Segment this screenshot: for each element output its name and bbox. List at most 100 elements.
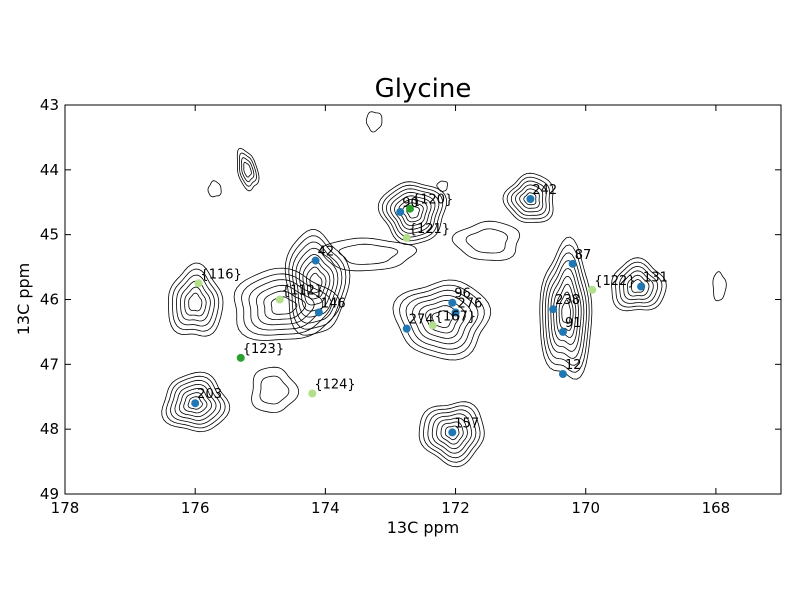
contour-line — [553, 275, 579, 345]
contour-line — [502, 172, 554, 223]
peak-label: 42 — [318, 245, 335, 260]
x-tick-label: 172 — [441, 499, 470, 517]
peak-marker — [549, 305, 558, 314]
peak-marker — [568, 259, 577, 268]
contour-line — [255, 284, 315, 326]
peak-marker — [405, 204, 414, 213]
contour-line — [619, 265, 659, 304]
x-tick-label: 176 — [181, 499, 210, 517]
contour-line — [440, 421, 464, 445]
x-axis-ticks: 178 176 174 172 170 168 — [51, 105, 731, 517]
peak-marker — [275, 295, 284, 304]
contour-line — [302, 260, 331, 306]
contour-line — [365, 111, 383, 133]
peak-marker — [558, 370, 567, 379]
contour-line — [615, 261, 663, 308]
contour-line — [381, 184, 444, 242]
peak-label: 91 — [565, 316, 582, 331]
x-tick-label: 168 — [702, 499, 731, 517]
y-tick-label: 46 — [40, 291, 59, 309]
peak-marker — [526, 195, 535, 204]
contour-line — [465, 228, 508, 254]
contour-line — [402, 202, 424, 223]
plot-frame — [64, 104, 782, 495]
contour-line — [394, 195, 432, 230]
contour-line — [188, 292, 203, 312]
contour-line — [236, 147, 260, 192]
contour-line — [436, 180, 449, 192]
contour-line — [385, 188, 440, 238]
contour-line — [168, 262, 224, 337]
contour-line — [550, 268, 582, 352]
peak-marker — [236, 353, 245, 362]
contour-line — [176, 274, 216, 327]
x-tick-label: 174 — [311, 499, 340, 517]
chart-title: Glycine — [375, 74, 472, 104]
peak-label: 242 — [532, 183, 557, 198]
contour-line — [161, 371, 231, 433]
contour-line — [183, 392, 208, 414]
contour-line — [423, 405, 481, 463]
contour-lines — [161, 111, 727, 468]
peak-label: {121} — [409, 222, 450, 237]
contour-line — [399, 284, 485, 356]
contour-line — [418, 401, 485, 468]
peak-label: {120} — [412, 193, 453, 208]
contour-line — [436, 417, 468, 450]
peak-marker — [448, 428, 457, 437]
peak-marker — [396, 207, 405, 216]
contour-line — [547, 260, 585, 359]
peak-label: 87 — [575, 248, 592, 263]
contour-line — [251, 366, 300, 414]
y-axis-label: 13C ppm — [14, 263, 33, 336]
contour-line — [627, 274, 650, 297]
peak-label: {122} — [594, 274, 635, 289]
peak-marker — [558, 327, 567, 336]
peak-marker — [314, 308, 323, 317]
contour-line — [238, 152, 257, 187]
contour-line — [561, 299, 571, 325]
peak-label: 96 — [454, 287, 471, 302]
contour-line — [611, 257, 667, 312]
contour-line — [444, 425, 460, 441]
contour-line — [510, 180, 547, 216]
contour-line — [259, 375, 290, 405]
contour-line — [427, 409, 477, 459]
peak-marker — [402, 324, 411, 333]
contour-line — [233, 267, 341, 341]
peak-label: {124} — [314, 378, 355, 393]
contour-line — [544, 252, 588, 366]
contour-line — [248, 279, 324, 331]
peak-label: 276 — [458, 296, 483, 311]
contour-line — [298, 254, 335, 312]
y-tick-label: 45 — [40, 226, 59, 244]
y-tick-label: 49 — [40, 485, 59, 503]
peak-label: 238 — [555, 293, 580, 308]
contour-line — [389, 191, 436, 234]
peak-marker — [311, 256, 320, 265]
peak-label: 12 — [565, 358, 582, 373]
contour-line — [207, 180, 222, 198]
contour-line — [174, 383, 217, 421]
contour-line — [431, 310, 454, 329]
peak-marker — [191, 399, 200, 408]
contour-line — [451, 220, 521, 261]
contour-line — [412, 294, 473, 345]
contour-line — [187, 396, 203, 410]
contour-line — [623, 270, 654, 301]
x-tick-label: 178 — [51, 499, 80, 517]
contour-line — [320, 237, 418, 272]
contour-line — [398, 198, 428, 227]
x-tick-label: 170 — [571, 499, 600, 517]
peak-label: 157 — [454, 416, 479, 431]
contour-line — [309, 272, 323, 294]
contour-line — [263, 290, 306, 321]
contour-line — [519, 188, 540, 209]
contour-line — [178, 388, 213, 418]
contour-line — [539, 236, 593, 380]
peak-marker — [402, 233, 411, 242]
contour-line — [165, 375, 226, 429]
peak-label: {112} — [282, 284, 323, 299]
